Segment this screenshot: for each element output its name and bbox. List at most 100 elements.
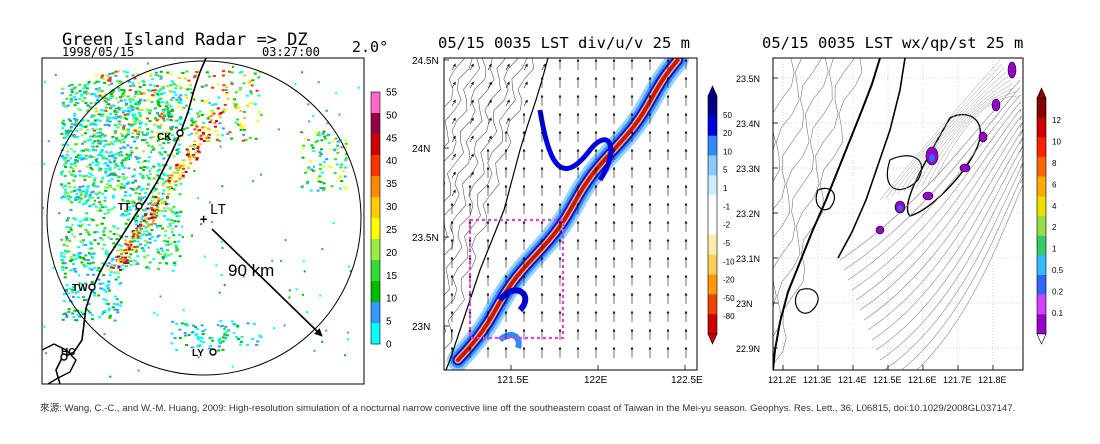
colorbar-swatch: [371, 197, 380, 219]
station-ly-marker: [209, 348, 217, 356]
wind-vector: [523, 63, 528, 71]
terrain-contour: [444, 58, 481, 187]
colorbar-swatch: [708, 254, 717, 275]
terrain-contour: [773, 58, 802, 182]
wind-vector: [505, 117, 510, 125]
colorbar-tick-label: 50: [723, 111, 732, 120]
wx-ytick-label: 23.1N: [736, 254, 760, 264]
terrain-contour: [886, 155, 923, 191]
wind-vector: [451, 63, 456, 71]
colorbar-tick-label: 8: [1052, 159, 1057, 168]
colorbar-swatch: [1037, 216, 1046, 236]
colorbar-swatch: [1037, 98, 1046, 118]
wind-vector: [487, 99, 492, 107]
streamline: [863, 122, 1023, 321]
div-terrain-contours: [444, 58, 535, 350]
div-ytick-label: 24N: [412, 144, 430, 155]
colorbar-tick-label: 15: [386, 271, 398, 282]
streamline: [883, 161, 1023, 370]
streamline: [859, 115, 1022, 311]
colorbar-top-arrow: [707, 85, 718, 97]
precip-cell: [929, 154, 935, 162]
div-xtick-label: 121.5E: [497, 375, 529, 386]
colorbar-tick-label: 35: [386, 179, 398, 190]
wind-vector: [505, 99, 510, 107]
streamline: [885, 63, 1003, 199]
colorbar-swatch: [371, 155, 380, 177]
wx-xtick-label: 121.8E: [978, 375, 1007, 385]
wx-ytick-label: 23.4N: [736, 119, 760, 129]
wind-vector: [451, 153, 456, 161]
colorbar-bottom-arrow: [707, 333, 718, 345]
colorbar-tick-label: -50: [723, 294, 735, 303]
div-convergence-band: [447, 58, 689, 370]
colorbar-swatch: [371, 134, 380, 156]
station-ck-label: CK: [157, 132, 172, 143]
precip-cell: [875, 225, 885, 235]
colorbar-tick-label: -2: [723, 221, 731, 230]
station-hc-marker: [60, 353, 68, 361]
streamline: [900, 169, 1023, 370]
colorbar-swatch: [1037, 275, 1046, 295]
colorbar-swatch: [371, 260, 380, 282]
colorbar-tick-label: -20: [723, 276, 735, 285]
colorbar-bottom-arrow: [1036, 333, 1047, 345]
wx-xtick-label: 121.7E: [943, 375, 972, 385]
terrain-contour: [773, 58, 829, 239]
wx-colorbar: 12 10 8 6 4 2 1 0.5 0.2 0.1: [1036, 87, 1064, 345]
precip-cell: [991, 98, 1001, 112]
colorbar-swatch: [371, 218, 380, 240]
streamline: [875, 144, 1023, 351]
precip-cell: [1007, 61, 1017, 79]
streamline: [879, 153, 1023, 361]
colorbar-tick-label: 50: [386, 110, 398, 121]
colorbar-tick-label: 0.1: [1052, 309, 1064, 318]
colorbar-tick-label: 6: [1052, 180, 1057, 189]
colorbar-swatch: [371, 113, 380, 135]
wind-vector: [487, 81, 492, 89]
colorbar-swatch: [1037, 157, 1046, 177]
colorbar-swatch: [1037, 176, 1046, 197]
wind-vector: [469, 63, 474, 71]
wind-vector: [469, 171, 474, 179]
colorbar-swatch: [1037, 137, 1046, 158]
streamline: [851, 102, 1021, 291]
radar-title: Green Island Radar => DZ: [62, 30, 308, 50]
terrain-contour: [795, 288, 819, 314]
colorbar-tick-label: -10: [723, 257, 735, 266]
streamline: [927, 91, 1017, 185]
radar-coast-tip: [42, 343, 77, 384]
colorbar-swatch: [708, 294, 717, 315]
precip-cell: [959, 163, 971, 173]
colorbar-tick-label: 5: [723, 166, 728, 175]
wx-grid: [773, 58, 1023, 370]
station-tw-marker: [88, 283, 96, 291]
colorbar-tick-label: 5: [386, 317, 392, 328]
wx-ytick-label: 23.5N: [736, 74, 760, 84]
terrain-contour: [815, 187, 835, 211]
precip-cell: [978, 131, 988, 143]
colorbar-swatch: [1037, 196, 1046, 217]
colorbar-top-arrow: [1036, 87, 1047, 99]
div-ytick-label: 23.5N: [412, 233, 439, 244]
precip-cell: [897, 205, 903, 211]
colorbar-tick-label: 1: [723, 184, 728, 193]
div-frame: [443, 57, 698, 371]
div-colorbar: 50 20 10 5 1 -1 -2 -5 -10 -20 -50 -80: [707, 85, 735, 345]
wind-vector: [505, 81, 510, 89]
colorbar-swatch: [708, 234, 717, 255]
wind-vector: [451, 99, 456, 107]
colorbar-tick-label: 30: [386, 202, 398, 213]
wx-frame: [772, 57, 1024, 371]
station-ly-label: LY: [192, 348, 204, 359]
div-wind-vectors: [450, 58, 688, 358]
colorbar-swatch: [708, 115, 717, 136]
streamline: [933, 95, 1019, 183]
terrain-contour: [444, 58, 535, 350]
wx-xtick-label: 121.2E: [768, 375, 797, 385]
wx-xtick-label: 121.5E: [873, 375, 902, 385]
div-xtick-label: 122E: [584, 375, 608, 386]
terrain-contour: [444, 58, 528, 335]
